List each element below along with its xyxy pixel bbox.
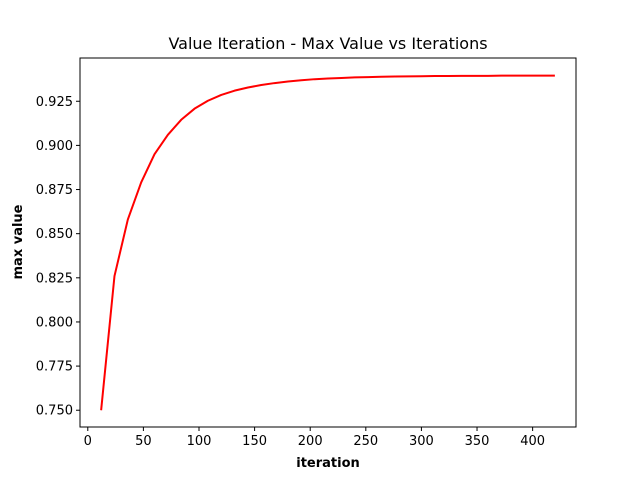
y-tick-label: 0.850 bbox=[36, 227, 73, 242]
x-tick-label: 150 bbox=[242, 434, 267, 449]
y-tick-label: 0.775 bbox=[36, 360, 73, 375]
x-tick-label: 50 bbox=[135, 434, 152, 449]
x-tick-label: 350 bbox=[465, 434, 490, 449]
y-tick-label: 0.875 bbox=[36, 183, 73, 198]
x-tick-label: 100 bbox=[187, 434, 212, 449]
chart-title: Value Iteration - Max Value vs Iteration… bbox=[168, 34, 487, 53]
x-axis-label: iteration bbox=[296, 456, 360, 471]
x-tick-label: 300 bbox=[409, 434, 434, 449]
x-tick-label: 250 bbox=[353, 434, 378, 449]
x-tick-label: 200 bbox=[298, 434, 323, 449]
plot-frame bbox=[79, 57, 577, 428]
y-tick-label: 0.925 bbox=[36, 95, 73, 110]
y-axis-ticks: 0.750 0.775 0.800 0.825 0.850 0.875 0.900 0.925 bbox=[36, 95, 80, 419]
y-tick-label: 0.750 bbox=[36, 404, 73, 419]
series-line bbox=[100, 74, 555, 411]
x-tick-label: 400 bbox=[520, 434, 545, 449]
y-tick-label: 0.825 bbox=[36, 271, 73, 286]
y-tick-label: 0.900 bbox=[36, 139, 73, 154]
x-tick-label: 0 bbox=[84, 434, 92, 449]
y-axis-label: max value bbox=[11, 204, 26, 279]
plot-series bbox=[100, 74, 555, 411]
y-tick-label: 0.800 bbox=[36, 315, 73, 330]
x-axis-ticks: 0 50 100 150 200 250 300 350 400 bbox=[84, 427, 545, 449]
